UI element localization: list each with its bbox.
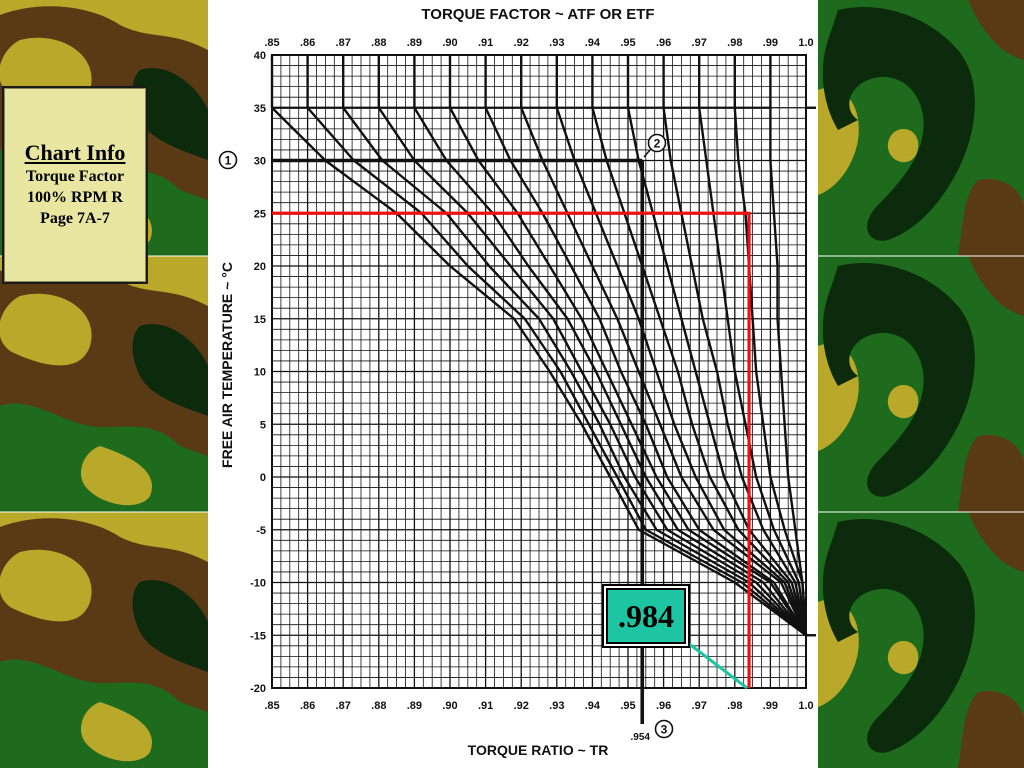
annotation-marker-label: 3	[661, 723, 668, 737]
y-tick-label: 5	[260, 419, 266, 431]
x-tick-label-top: .86	[300, 37, 315, 49]
chart-title: TORQUE FACTOR ~ ATF OR ETF	[421, 6, 654, 23]
annotation-marker-label: 2	[654, 137, 661, 151]
x-tick-label-bottom: .98	[727, 700, 742, 712]
x-tick-label-top: .99	[763, 37, 778, 49]
torque-factor-curve	[591, 55, 808, 636]
x-tick-label-bottom: .93	[549, 700, 564, 712]
x-tick-label-top: .97	[692, 37, 707, 49]
x-tick-label-top: .93	[549, 37, 564, 49]
x-tick-label-top: .90	[442, 37, 457, 49]
torque-factor-curve	[306, 55, 807, 637]
torque-factor-curve	[377, 55, 807, 637]
x-tick-label-top: .95	[620, 37, 635, 49]
x-tick-label-bottom: .85	[264, 700, 279, 712]
y-tick-label: -10	[250, 578, 266, 590]
y-tick-label: -15	[250, 630, 266, 642]
torque-factor-curve	[270, 55, 807, 637]
chart-info-line: 100% RPM R	[27, 189, 123, 206]
x-tick-label-top: .98	[727, 37, 742, 49]
chart-annotations: 1 2 3 .954	[218, 133, 674, 743]
torque-ratio-marker-value: .954	[631, 732, 651, 743]
camouflage-right-panel	[818, 0, 1024, 768]
torque-factor-curve	[626, 55, 808, 636]
annotation-marker-label: 1	[225, 154, 232, 168]
y-tick-label: 40	[254, 50, 266, 62]
plot-frame	[271, 54, 807, 689]
y-tick-label: 15	[254, 314, 266, 326]
x-tick-label-top: .89	[407, 37, 422, 49]
y-tick-label: 30	[254, 156, 266, 168]
reading-path-line	[272, 211, 751, 688]
torque-factor-curve	[342, 55, 807, 637]
x-tick-label-top: .85	[264, 37, 279, 49]
x-tick-label-bottom: .86	[300, 700, 315, 712]
x-tick-label-bottom: .88	[371, 700, 386, 712]
x-tick-label-bottom: .87	[336, 700, 351, 712]
annotation-marker	[218, 150, 238, 170]
x-tick-label-bottom: 1.0	[798, 700, 813, 712]
x-tick-label-top: .88	[371, 37, 386, 49]
torque-factor-curve	[484, 55, 808, 636]
y-axis-label: FREE AIR TEMPERATURE ~ °C	[219, 262, 235, 468]
chart-info-line: Torque Factor	[25, 168, 125, 185]
y-tick-label: -20	[250, 683, 266, 695]
torque-factor-curve	[662, 55, 808, 636]
x-tick-label-top: .91	[478, 37, 493, 49]
x-tick-label-bottom: .92	[514, 700, 529, 712]
chart-panel: 1 2 3 .954 .85 .85 .86 .86 .87 .87 .88 .88 .89 .89 .9…	[208, 0, 818, 768]
x-tick-label-top: .87	[336, 37, 351, 49]
x-axis-label: TORQUE RATIO ~ TR	[468, 742, 609, 758]
torque-factor-curve	[555, 55, 808, 636]
y-tick-label: -5	[256, 525, 266, 537]
x-tick-label-bottom: .94	[585, 700, 601, 712]
annotation-leader	[643, 149, 651, 158]
torque-factor-curve	[698, 55, 808, 636]
chart-info-title: Chart Info	[24, 140, 126, 165]
torque-factor-curve	[413, 55, 807, 637]
x-tick-label-bottom: .91	[478, 700, 493, 712]
y-tick-label: 0	[260, 472, 266, 484]
torque-factor-curve	[733, 55, 808, 636]
torque-factor-chart: 1 2 3 .954 .85 .85 .86 .86 .87 .87 .88 .88 .89 .89 .9…	[218, 6, 816, 758]
x-tick-label-bottom: .90	[442, 700, 457, 712]
chart-info-box: Chart Info Torque Factor 100% RPM R Page…	[2, 86, 148, 284]
y-tick-label: 25	[254, 208, 266, 220]
x-tick-label-bottom: .97	[692, 700, 707, 712]
chart-tick-labels: .85 .85 .86 .86 .87 .87 .88 .88 .89 .89 .90 .90 .91.…	[250, 37, 814, 712]
x-tick-label-bottom: .99	[763, 700, 778, 712]
torque-factor-curve	[769, 55, 808, 636]
chart-info-line: Page 7A-7	[40, 210, 110, 227]
x-tick-label-bottom: .96	[656, 700, 671, 712]
x-tick-label-top: 1.0	[798, 37, 813, 49]
annotation-marker	[654, 719, 674, 739]
x-tick-label-bottom: .95	[620, 700, 635, 712]
y-tick-label: 10	[254, 367, 266, 379]
chart-reading-path	[272, 211, 751, 690]
y-tick-label: 20	[254, 261, 266, 273]
x-tick-label-bottom: .89	[407, 700, 422, 712]
y-tick-label: 35	[254, 103, 266, 115]
chart-curves	[270, 55, 816, 637]
result-callout: .984	[606, 588, 686, 644]
callout-leader-line	[683, 638, 748, 690]
x-tick-label-top: .94	[585, 37, 601, 49]
torque-factor-curve	[520, 55, 808, 636]
x-tick-label-top: .96	[656, 37, 671, 49]
annotation-marker	[647, 133, 667, 153]
torque-factor-curve	[448, 55, 807, 636]
x-tick-label-top: .92	[514, 37, 529, 49]
